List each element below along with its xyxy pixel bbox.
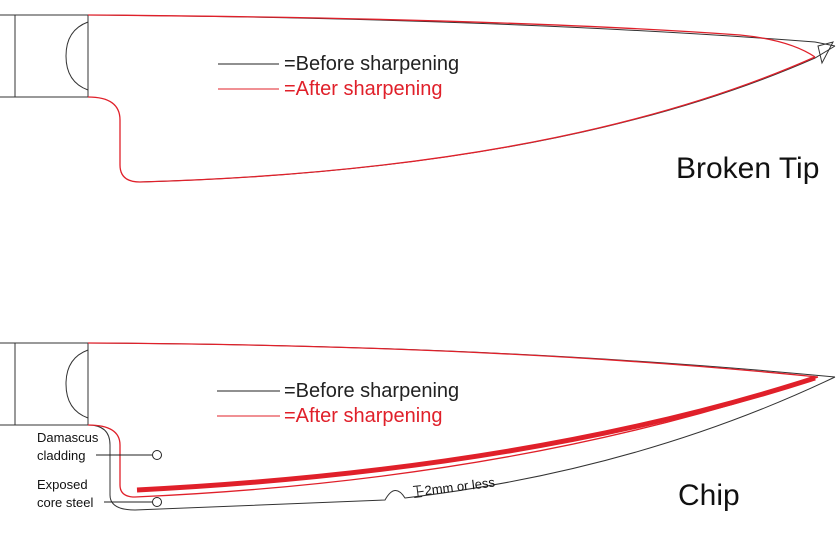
sharpened-outline xyxy=(87,14,816,183)
callout-dot xyxy=(152,497,162,507)
dimension-marker xyxy=(412,485,424,498)
legend-before: =Before sharpening xyxy=(284,53,459,75)
handle xyxy=(0,342,89,426)
knife-chip xyxy=(0,342,836,511)
bolster xyxy=(65,349,89,419)
broken-tip xyxy=(817,41,834,65)
dimension-label: 2mm or less xyxy=(424,475,497,499)
legend-after: =After sharpening xyxy=(284,78,442,100)
sharpened-outline xyxy=(87,342,819,498)
callout-text: Damascus xyxy=(37,430,99,445)
callout-text: core steel xyxy=(37,495,93,510)
bolster xyxy=(65,21,89,91)
panel-label: Broken Tip xyxy=(676,152,819,185)
dimension: 2mm or less xyxy=(412,475,497,499)
panel-label: Chip xyxy=(678,479,740,512)
legend-before: =Before sharpening xyxy=(284,380,459,402)
handle xyxy=(0,14,89,98)
knife-broken-tip xyxy=(0,14,836,183)
callout-text: cladding xyxy=(37,448,85,463)
core-steel-edge xyxy=(136,375,816,493)
callout-text: Exposed xyxy=(37,477,88,492)
callout-dot xyxy=(152,450,162,460)
legend-after: =After sharpening xyxy=(284,405,442,427)
